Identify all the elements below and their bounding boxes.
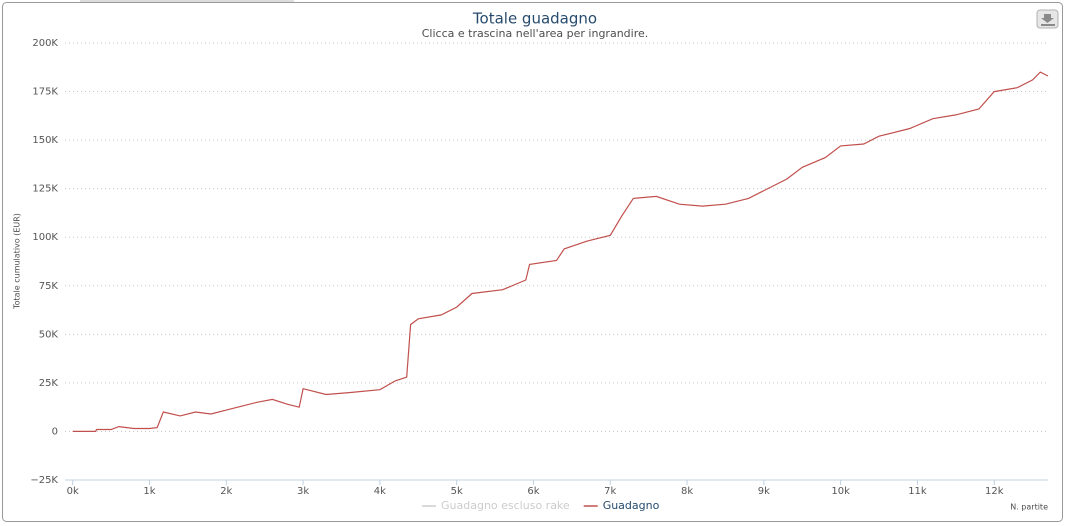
x-tick-label: 11k — [908, 486, 927, 497]
x-tick-label: 1k — [143, 486, 155, 497]
x-tick-label: 4k — [374, 486, 386, 497]
y-tick-label: 50K — [39, 329, 59, 340]
x-tick-label: 2k — [220, 486, 232, 497]
y-tick-label: 75K — [39, 281, 59, 292]
button-icon[interactable] — [1041, 14, 1055, 26]
x-tick-label: 6k — [527, 486, 539, 497]
x-tick-label: 0k — [67, 486, 79, 497]
y-tick-label: 25K — [39, 378, 59, 389]
x-tick-label: 10k — [831, 486, 850, 497]
y-axis-label: Totale cumulativo (EUR) — [13, 213, 22, 310]
y-tick-label: 200K — [32, 38, 58, 49]
x-axis-label: N. partite — [1010, 503, 1048, 512]
y-tick-label: −25K — [30, 475, 58, 486]
y-tick-label: 150K — [32, 135, 58, 146]
x-tick-label: 7k — [604, 486, 616, 497]
x-tick-label: 5k — [451, 486, 463, 497]
chart-subtitle: Clicca e trascina nell'area per ingrandi… — [422, 27, 649, 40]
series-line — [72, 71, 1049, 432]
y-tick-label: 175K — [32, 87, 58, 98]
x-tick-label: 12k — [985, 486, 1004, 497]
x-tick-label: 9k — [758, 486, 770, 497]
x-tick-label: 8k — [681, 486, 693, 497]
legend-label[interactable]: Guadagno — [603, 499, 660, 512]
x-tick-label: 3k — [297, 486, 309, 497]
legend-label[interactable]: Guadagno escluso rake — [441, 499, 570, 512]
y-tick-label: 125K — [32, 184, 58, 195]
y-tick-label: 0 — [52, 426, 58, 437]
y-tick-label: 100K — [32, 232, 58, 243]
download-button[interactable] — [1036, 9, 1059, 29]
chart-title: Totale guadagno — [472, 10, 597, 28]
